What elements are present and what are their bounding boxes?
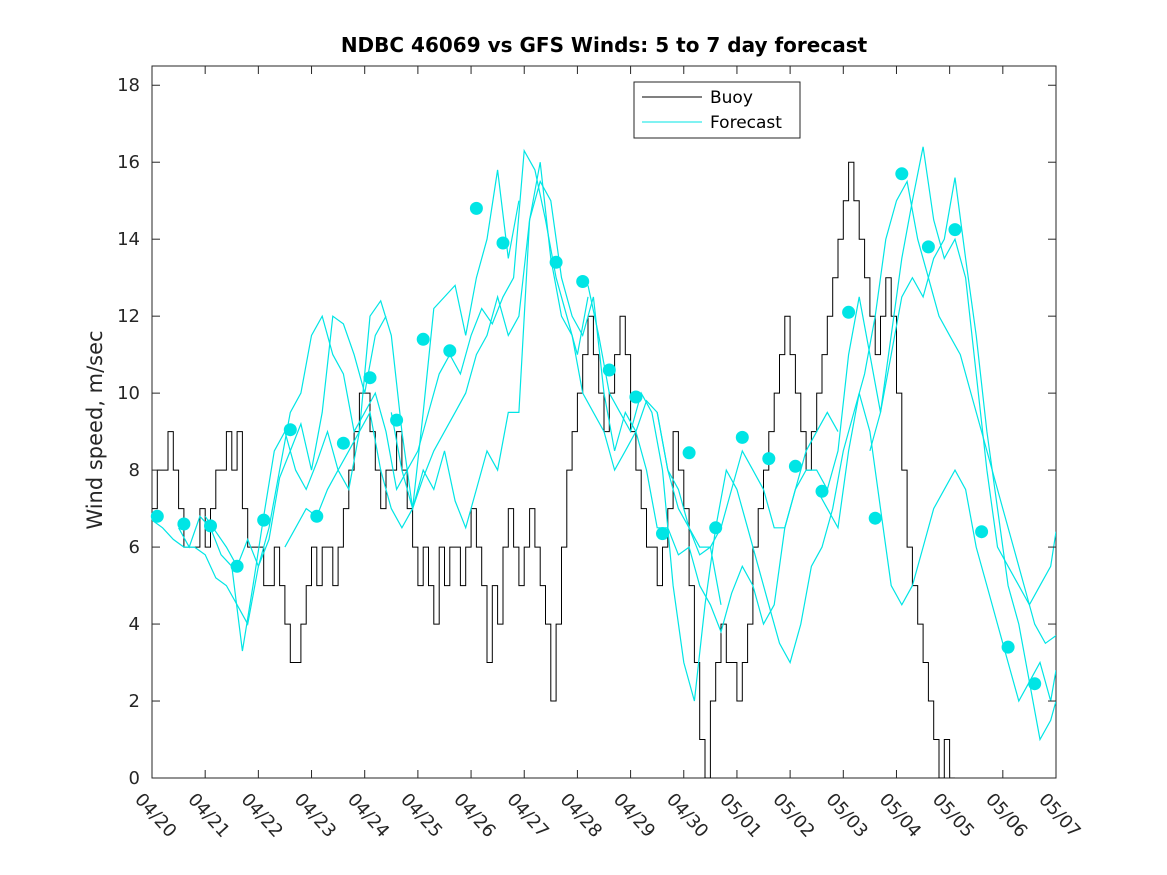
x-tick-label-3: 04/23 [290,789,340,842]
x-tick-label-14: 05/04 [875,789,925,842]
x-tick-label-4: 04/24 [343,789,393,842]
x-tick-label-2: 04/22 [237,789,287,842]
forecast-marker-9 [390,413,404,427]
forecast-marker-32 [1028,677,1042,691]
forecast-marker-27 [895,167,909,181]
chart-title: NDBC 46069 vs GFS Winds: 5 to 7 day fore… [341,33,868,57]
forecast-marker-8 [363,371,377,385]
y-tick-label-4: 8 [129,460,140,481]
forecast-line-1 [178,169,520,652]
y-tick-label-7: 14 [117,229,140,250]
forecast-line-5 [587,179,1056,702]
forecast-line-2 [204,148,589,569]
forecast-marker-16 [602,363,616,377]
forecast-line-7 [816,392,1056,703]
forecast-marker-11 [443,344,457,358]
forecast-marker-21 [735,430,749,444]
forecast-marker-7 [336,436,350,450]
x-tick-label-9: 04/29 [609,789,659,842]
forecast-marker-24 [815,484,829,498]
forecast-marker-28 [921,240,935,254]
forecast-line-0 [152,315,387,626]
forecast-marker-10 [416,332,430,346]
forecast-marker-25 [842,305,856,319]
forecast-marker-13 [496,236,510,250]
x-tick-label-12: 05/02 [768,789,818,842]
forecast-marker-26 [868,511,882,525]
forecast-marker-18 [656,527,669,541]
x-tick-label-15: 05/05 [928,789,978,842]
y-tick-label-6: 12 [117,306,140,327]
forecast-marker-1 [177,517,191,531]
forecast-marker-20 [709,521,723,535]
forecast-marker-3 [230,559,244,573]
x-tick-label-5: 04/25 [396,789,446,842]
legend-label-buoy: Buoy [710,88,753,108]
forecast-marker-12 [469,201,483,215]
y-tick-label-9: 18 [117,75,140,96]
x-tick-label-11: 05/01 [715,789,765,842]
forecast-line-3 [284,162,722,605]
buoy-series [152,161,955,778]
y-tick-label-2: 4 [129,614,140,635]
legend: Buoy Forecast [633,81,801,139]
forecast-marker-19 [682,446,696,460]
forecast-marker-22 [762,452,776,466]
forecast-marker-23 [788,459,802,473]
forecast-line-6 [656,146,1056,607]
buoy-line [152,161,955,778]
y-axis-label: Wind speed, m/sec [83,330,107,529]
x-tick-label-8: 04/28 [556,789,606,842]
forecast-marker-15 [576,275,590,288]
x-tick-label-17: 05/07 [1034,789,1084,842]
legend-box [633,81,801,139]
forecast-marker-31 [1001,640,1015,654]
y-tick-label-5: 10 [117,383,140,404]
x-tick-label-0: 04/20 [130,789,180,842]
y-tick-label-3: 6 [129,537,140,558]
legend-label-forecast: Forecast [710,113,782,133]
forecast-marker-14 [549,255,563,269]
forecast-marker-17 [629,390,643,404]
x-tick-label-10: 04/30 [662,789,712,842]
forecast-markers [150,167,1042,691]
x-tick-label-1: 04/21 [183,789,233,842]
y-tick-label-1: 2 [129,691,140,712]
x-tick-label-13: 05/03 [822,789,872,842]
plot-area: 04/20 04/21 04/22 04/23 04/24 04/25 04/26 04/27… [117,65,1085,842]
forecast-marker-6 [310,509,324,523]
x-tick-label-7: 04/27 [503,789,553,842]
forecast-line-4 [390,179,839,634]
forecast-marker-4 [257,513,271,527]
forecast-marker-30 [975,525,989,539]
y-axis-ticks: 0 2 4 6 8 10 12 14 16 18 [117,75,1056,789]
forecast-marker-29 [948,223,962,237]
forecast-marker-0 [150,509,164,523]
x-tick-label-16: 05/06 [981,789,1031,842]
y-tick-label-8: 16 [117,152,140,173]
x-tick-label-6: 04/26 [449,789,499,842]
y-tick-label-0: 0 [129,768,140,789]
forecast-marker-5 [283,423,297,437]
forecast-series [152,146,1056,742]
forecast-marker-2 [204,519,217,533]
